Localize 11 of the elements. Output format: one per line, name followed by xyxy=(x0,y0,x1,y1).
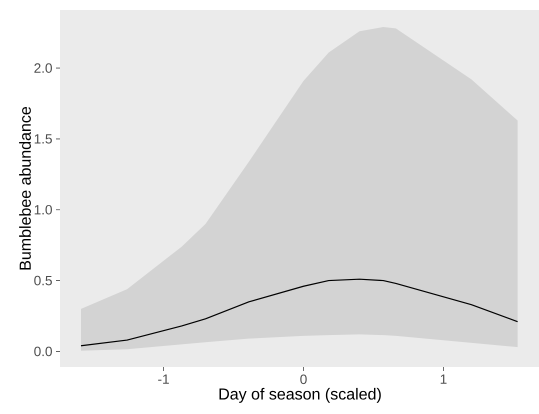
y-tick-label: 2.0 xyxy=(34,63,52,73)
y-tick-label: 0.0 xyxy=(34,346,52,356)
x-tick-label: 1 xyxy=(440,374,447,384)
y-tick-label: 1.0 xyxy=(34,204,52,215)
y-tick-label: 0.5 xyxy=(34,276,52,286)
x-tick-label: 0 xyxy=(300,374,307,384)
y-axis-title: Bumblebee abundance xyxy=(19,106,31,270)
x-tick-label: -1 xyxy=(158,374,169,384)
line-series xyxy=(80,278,518,346)
x-axis-title: Day of season (scaled) xyxy=(219,388,381,403)
y-tick-label: 1.5 xyxy=(34,134,52,144)
